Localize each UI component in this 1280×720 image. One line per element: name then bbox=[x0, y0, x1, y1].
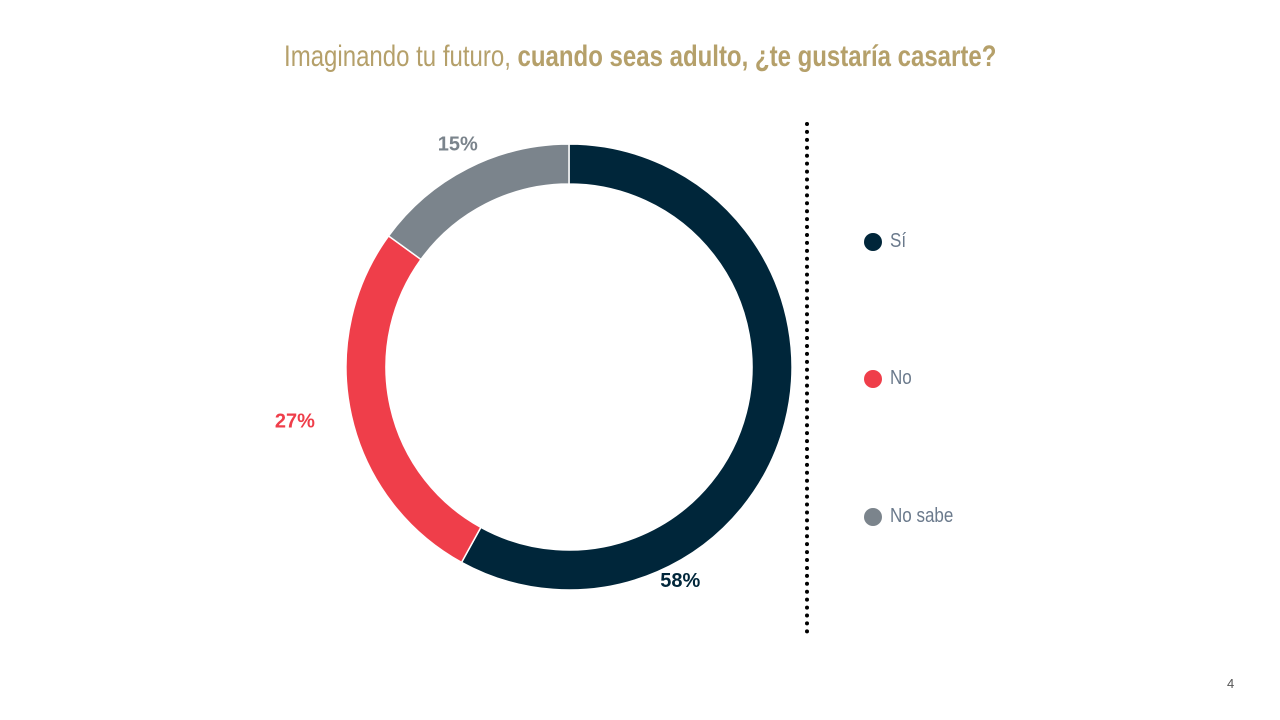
chart-title: Imaginando tu futuro, cuando seas adulto… bbox=[0, 40, 1280, 74]
legend-dot-icon bbox=[864, 507, 882, 526]
legend-dot-icon bbox=[864, 369, 882, 388]
donut-slice-sí bbox=[460, 143, 793, 591]
data-label: 15% bbox=[438, 134, 478, 156]
dotted-divider bbox=[805, 122, 809, 634]
legend-label: No sabe bbox=[890, 505, 954, 527]
legend-item-no-sabe: No sabe bbox=[864, 505, 965, 528]
legend-dot-icon bbox=[864, 232, 882, 251]
legend-item-si: Sí bbox=[864, 230, 909, 253]
donut-slice-no bbox=[345, 234, 482, 564]
title-regular: Imaginando tu futuro, bbox=[283, 40, 511, 73]
data-label: 27% bbox=[275, 410, 315, 432]
data-label: 58% bbox=[660, 570, 700, 592]
legend-item-no: No bbox=[864, 367, 916, 390]
legend-label: Sí bbox=[890, 230, 907, 252]
title-bold: cuando seas adulto, ¿te gustaría casarte… bbox=[517, 40, 997, 73]
donut-slice-no-sabe bbox=[387, 143, 570, 261]
page-number: 4 bbox=[1227, 676, 1235, 691]
legend-label: No bbox=[890, 367, 912, 389]
